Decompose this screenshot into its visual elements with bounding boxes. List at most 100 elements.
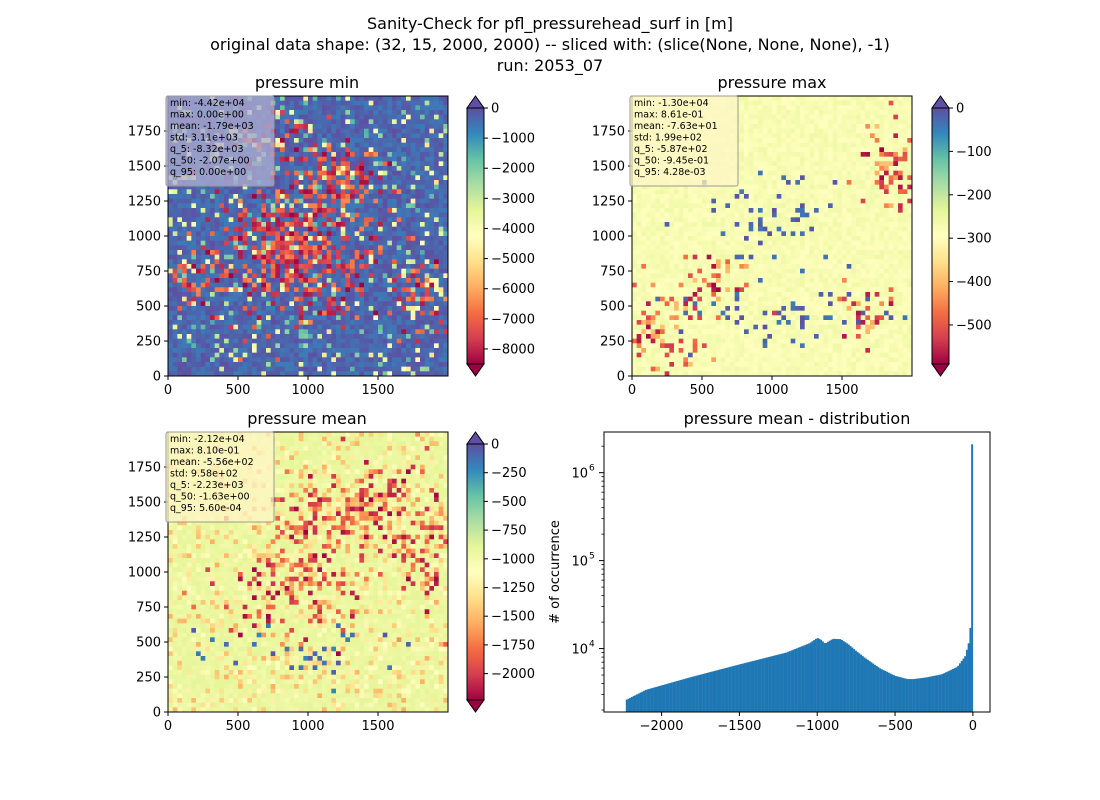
heatmap-cell: [275, 306, 281, 312]
heatmap-cell: [354, 357, 360, 363]
heatmap-cell: [252, 366, 258, 372]
heatmap-cell: [340, 166, 346, 172]
heatmap-cell: [744, 124, 750, 130]
heatmap-cell: [415, 180, 421, 186]
heatmap-cell: [252, 268, 258, 274]
heatmap-cell: [336, 366, 342, 372]
heatmap-cell: [303, 254, 309, 260]
heatmap-cell: [364, 366, 370, 372]
heatmap-cell: [205, 189, 211, 195]
heatmap-cell: [317, 128, 323, 134]
heatmap-cell: [340, 343, 346, 349]
heatmap-cell: [758, 100, 764, 106]
heatmap-cell: [837, 142, 843, 148]
heatmap-cell: [396, 226, 402, 232]
heatmap-cell: [879, 170, 885, 176]
heatmap-cell: [210, 362, 216, 368]
heatmap-cell: [350, 240, 356, 246]
heatmap-cell: [429, 138, 435, 144]
heatmap-cell: [396, 175, 402, 181]
heatmap-cell: [368, 161, 374, 167]
heatmap-cell: [373, 287, 379, 293]
heatmap-cell: [317, 245, 323, 251]
heatmap-cell: [177, 264, 183, 270]
heatmap-cell: [326, 282, 332, 288]
heatmap-cell: [368, 138, 374, 144]
heatmap-cell: [280, 222, 286, 228]
heatmap-cell: [884, 142, 890, 148]
heatmap-cell: [238, 278, 244, 284]
heatmap-cell: [294, 292, 300, 298]
heatmap-cell: [438, 217, 444, 223]
heatmap-cell: [294, 254, 300, 260]
heatmap-cell: [382, 114, 388, 120]
heatmap-cell: [340, 147, 346, 153]
heatmap-cell: [378, 264, 384, 270]
heatmap-cell: [406, 110, 412, 116]
heatmap-cell: [837, 189, 843, 195]
heatmap-cell: [261, 203, 267, 209]
heatmap-cell: [378, 287, 384, 293]
heatmap-cell: [429, 352, 435, 358]
heatmap-cell: [364, 166, 370, 172]
heatmap-cell: [776, 142, 782, 148]
heatmap-cell: [410, 320, 416, 326]
heatmap-cell: [438, 282, 444, 288]
heatmap-cell: [242, 250, 248, 256]
heatmap-cell: [443, 352, 449, 358]
heatmap-cell: [748, 189, 754, 195]
heatmap-cell: [214, 203, 220, 209]
heatmap-cell: [846, 189, 852, 195]
heatmap-cell: [406, 236, 412, 242]
heatmap-cell: [415, 292, 421, 298]
heatmap-cell: [289, 273, 295, 279]
heatmap-cell: [424, 259, 430, 265]
heatmap-cell: [753, 105, 759, 111]
heatmap-cell: [298, 194, 304, 200]
heatmap-cell: [434, 371, 440, 377]
heatmap-cell: [837, 194, 843, 200]
heatmap-cell: [368, 147, 374, 153]
heatmap-cell: [233, 208, 239, 214]
heatmap-cell: [874, 175, 880, 181]
heatmap-cell: [410, 96, 416, 102]
heatmap-cell: [210, 320, 216, 326]
heatmap-cell: [392, 250, 398, 256]
heatmap-cell: [270, 357, 276, 363]
heatmap-cell: [856, 105, 862, 111]
heatmap-cell: [828, 105, 834, 111]
heatmap-cell: [902, 119, 908, 125]
heatmap-cell: [790, 180, 796, 186]
heatmap-cell: [359, 110, 365, 116]
heatmap-cell: [172, 250, 178, 256]
heatmap-cell: [336, 371, 342, 377]
heatmap-cell: [396, 133, 402, 139]
heatmap-cell: [289, 184, 295, 190]
heatmap-cell: [336, 138, 342, 144]
heatmap-cell: [874, 189, 880, 195]
heatmap-cell: [856, 156, 862, 162]
heatmap-cell: [340, 231, 346, 237]
heatmap-cell: [744, 152, 750, 158]
heatmap-cell: [907, 170, 913, 176]
heatmap-cell: [762, 147, 768, 153]
heatmap-cell: [350, 147, 356, 153]
heatmap-cell: [256, 296, 262, 302]
heatmap-cell: [772, 133, 778, 139]
heatmap-cell: [762, 166, 768, 172]
heatmap-cell: [317, 320, 323, 326]
heatmap-cell: [228, 208, 234, 214]
heatmap-cell: [317, 362, 323, 368]
heatmap-cell: [266, 282, 272, 288]
heatmap-cell: [275, 338, 281, 344]
heatmap-cell: [800, 166, 806, 172]
heatmap-cell: [312, 357, 318, 363]
heatmap-cell: [438, 156, 444, 162]
heatmap-cell: [368, 114, 374, 120]
heatmap-cell: [434, 240, 440, 246]
heatmap-cell: [856, 147, 862, 153]
heatmap-cell: [233, 282, 239, 288]
heatmap-cell: [406, 203, 412, 209]
heatmap-cell: [322, 292, 328, 298]
heatmap-cell: [196, 231, 202, 237]
